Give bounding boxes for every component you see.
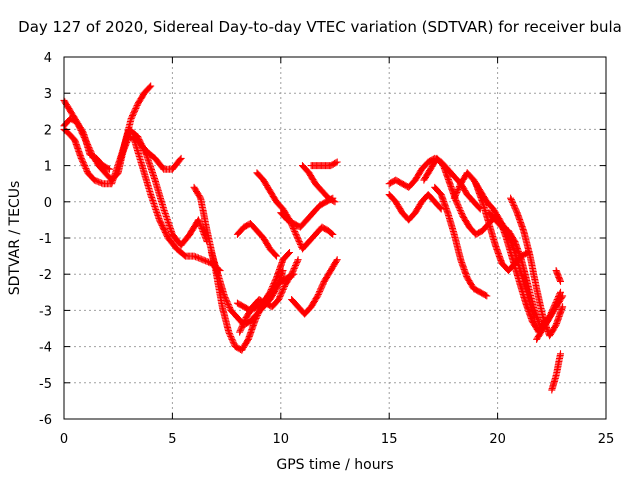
series-arc-13 bbox=[288, 256, 341, 318]
x-tick-label: 0 bbox=[60, 432, 68, 447]
axis-ticks bbox=[63, 56, 607, 420]
x-tick-label: 20 bbox=[489, 432, 506, 447]
series-marker-path bbox=[431, 183, 491, 300]
series-marker-path bbox=[129, 133, 224, 275]
series-marker-path bbox=[533, 292, 567, 343]
y-tick-label: -4 bbox=[39, 341, 52, 356]
y-axis-label: SDTVAR / TECUs bbox=[7, 180, 23, 296]
chart-title: Day 127 of 2020, Sidereal Day-to-day VTE… bbox=[18, 18, 622, 36]
series-marker-path bbox=[385, 191, 445, 224]
x-axis-label: GPS time / hours bbox=[276, 457, 394, 473]
y-tick-label: -1 bbox=[39, 232, 52, 247]
x-tick-label: 10 bbox=[273, 432, 290, 447]
series-marker-path bbox=[277, 194, 337, 231]
series-arc-25 bbox=[548, 350, 564, 394]
series-arc-12 bbox=[277, 194, 337, 231]
y-tick-label: -5 bbox=[39, 377, 52, 392]
series-arc-19 bbox=[431, 183, 491, 300]
y-tick-label: 4 bbox=[44, 51, 52, 66]
series-arc-21 bbox=[472, 180, 532, 275]
series-arc-5 bbox=[129, 133, 224, 275]
y-tick-label: -6 bbox=[39, 413, 52, 428]
series-marker-path bbox=[548, 350, 564, 394]
x-tick-labels: 0 5 10 15 20 25 bbox=[60, 432, 614, 447]
y-tick-label: 0 bbox=[44, 196, 52, 211]
series-marker-path bbox=[507, 194, 567, 340]
series-arc-17 bbox=[385, 191, 445, 224]
series-marker-path bbox=[288, 256, 341, 318]
series-arc-24 bbox=[533, 292, 567, 343]
x-tick-label: 15 bbox=[381, 432, 398, 447]
y-tick-label: -2 bbox=[39, 268, 52, 283]
y-tick-label: 2 bbox=[44, 123, 52, 138]
series-marker-path bbox=[552, 267, 564, 285]
x-tick-label: 5 bbox=[168, 432, 176, 447]
series-marker-path bbox=[116, 125, 211, 249]
y-tick-label: 1 bbox=[44, 160, 52, 175]
series-arc-23 bbox=[507, 194, 567, 340]
series-marker-path bbox=[233, 220, 280, 260]
x-tick-label: 25 bbox=[598, 432, 615, 447]
series-marker-path bbox=[233, 249, 293, 314]
series-arc-10 bbox=[233, 220, 280, 260]
series-arc-4 bbox=[116, 125, 211, 249]
series-marker-path bbox=[307, 158, 341, 170]
series-arc-15 bbox=[307, 158, 341, 170]
series-arc-26 bbox=[552, 267, 564, 285]
series-arc-9 bbox=[233, 249, 293, 314]
y-tick-label: -3 bbox=[39, 304, 52, 319]
series-marker-path bbox=[472, 180, 532, 275]
y-tick-label: 3 bbox=[44, 87, 52, 102]
data-points bbox=[60, 82, 567, 394]
series-marker-path bbox=[298, 162, 339, 206]
y-tick-labels: -6 -5 -4 -3 -2 -1 0 1 2 3 4 bbox=[39, 51, 52, 428]
series-arc-14 bbox=[298, 162, 339, 206]
